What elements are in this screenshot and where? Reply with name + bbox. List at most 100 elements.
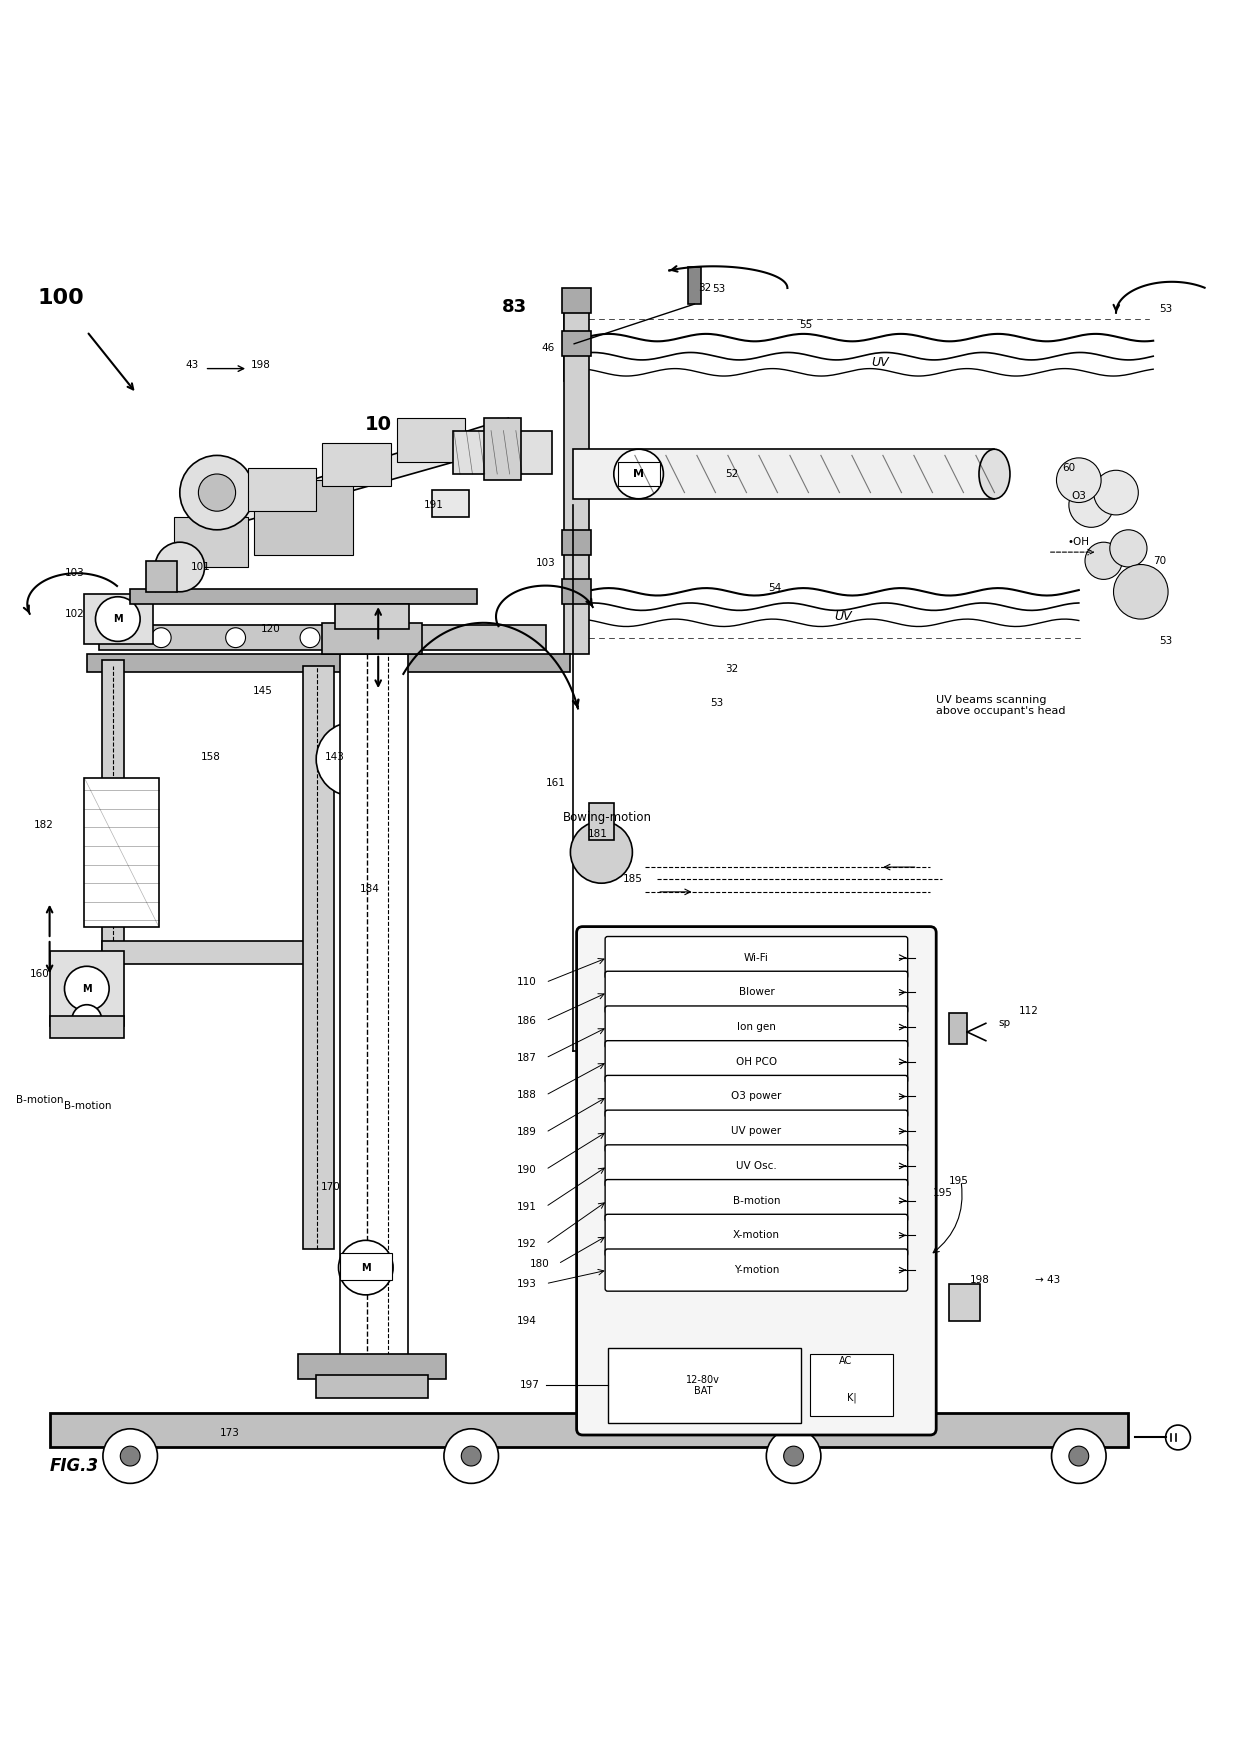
Text: 191: 191 [517, 1201, 537, 1212]
FancyBboxPatch shape [605, 1249, 908, 1291]
Ellipse shape [980, 449, 1009, 498]
Text: 101: 101 [191, 561, 211, 572]
Circle shape [103, 1430, 157, 1484]
Bar [316, 1375, 428, 1398]
FancyBboxPatch shape [605, 972, 908, 1014]
Text: UV: UV [835, 610, 852, 623]
Text: 12-80v
BAT: 12-80v BAT [686, 1375, 719, 1396]
Text: 32: 32 [725, 663, 738, 674]
Text: 53: 53 [1159, 637, 1172, 647]
Bar [102, 660, 124, 963]
Circle shape [1110, 530, 1147, 567]
Text: 53: 53 [711, 698, 723, 709]
Text: 184: 184 [360, 884, 379, 895]
Text: 192: 192 [517, 1238, 537, 1249]
Text: 102: 102 [64, 609, 84, 619]
Circle shape [1052, 1430, 1106, 1484]
Text: 143: 143 [325, 752, 345, 761]
FancyBboxPatch shape [605, 1179, 908, 1223]
Text: 194: 194 [517, 1316, 537, 1326]
Bar [84, 595, 153, 644]
FancyBboxPatch shape [605, 1075, 908, 1117]
Circle shape [155, 542, 205, 591]
Polygon shape [155, 417, 521, 591]
Text: 110: 110 [517, 977, 537, 988]
Circle shape [180, 456, 254, 530]
Text: X-motion: X-motion [733, 1230, 780, 1240]
FancyBboxPatch shape [605, 1040, 908, 1082]
Circle shape [444, 1430, 498, 1484]
Text: UV power: UV power [732, 1126, 781, 1137]
Bar [562, 530, 591, 554]
Circle shape [1069, 1445, 1089, 1466]
Circle shape [300, 628, 320, 647]
Text: B-motion: B-motion [16, 1094, 63, 1105]
Text: Ion gen: Ion gen [737, 1023, 776, 1031]
Circle shape [339, 1240, 393, 1294]
Bar [254, 481, 353, 554]
Text: 55: 55 [800, 321, 812, 330]
Circle shape [1056, 458, 1101, 502]
Bar [50, 951, 124, 1026]
Text: 43: 43 [186, 360, 198, 370]
Bar [340, 654, 408, 1373]
Text: Wi-Fi: Wi-Fi [744, 952, 769, 963]
Circle shape [784, 1445, 804, 1466]
Circle shape [614, 449, 663, 498]
Text: M: M [634, 468, 644, 479]
Circle shape [151, 628, 171, 647]
Circle shape [120, 1445, 140, 1466]
Text: sp: sp [998, 1019, 1011, 1028]
Text: Bowing-motion: Bowing-motion [563, 810, 652, 824]
Circle shape [198, 474, 236, 510]
Bar [949, 1284, 980, 1321]
Circle shape [72, 1005, 102, 1035]
Text: UV beams scanning
above occupant's head: UV beams scanning above occupant's head [936, 695, 1065, 716]
Circle shape [570, 821, 632, 884]
Text: 188: 188 [517, 1091, 537, 1100]
FancyBboxPatch shape [605, 1110, 908, 1152]
Bar [102, 942, 312, 963]
Circle shape [1114, 565, 1168, 619]
Bar [322, 444, 391, 486]
Text: UV: UV [872, 356, 889, 368]
Text: 70: 70 [1153, 556, 1166, 567]
Text: 32: 32 [698, 282, 711, 293]
Bar [248, 468, 316, 510]
Text: •OH: •OH [1068, 537, 1090, 547]
Circle shape [1069, 482, 1114, 528]
Text: UV Osc.: UV Osc. [737, 1161, 776, 1172]
Bar [562, 288, 591, 312]
Circle shape [461, 1445, 481, 1466]
Bar [397, 417, 465, 461]
Text: 46: 46 [542, 342, 554, 353]
Bar [589, 803, 614, 840]
Bar [303, 667, 334, 1249]
Bar [562, 332, 591, 356]
Bar [340, 1252, 392, 1280]
Bar [84, 777, 159, 926]
Text: 54: 54 [769, 582, 781, 593]
Bar [130, 589, 477, 603]
Circle shape [1085, 542, 1122, 579]
Text: → 43: → 43 [1035, 1275, 1060, 1286]
Text: 103: 103 [536, 558, 556, 568]
Bar [432, 489, 469, 517]
Text: 53: 53 [713, 284, 725, 295]
Circle shape [95, 596, 140, 642]
Text: 185: 185 [622, 875, 642, 884]
Text: 145: 145 [253, 686, 273, 696]
Text: 158: 158 [201, 752, 221, 761]
Circle shape [226, 628, 246, 647]
Bar [453, 430, 552, 474]
Bar [564, 312, 587, 381]
Text: 193: 193 [517, 1279, 537, 1289]
Text: 112: 112 [1019, 1007, 1039, 1016]
Text: B-motion: B-motion [64, 1102, 112, 1112]
Circle shape [316, 723, 391, 796]
Text: 198: 198 [250, 360, 270, 370]
Text: 60: 60 [1063, 463, 1075, 474]
Text: B-motion: B-motion [733, 1196, 780, 1205]
Circle shape [374, 628, 394, 647]
Bar [949, 1014, 967, 1044]
